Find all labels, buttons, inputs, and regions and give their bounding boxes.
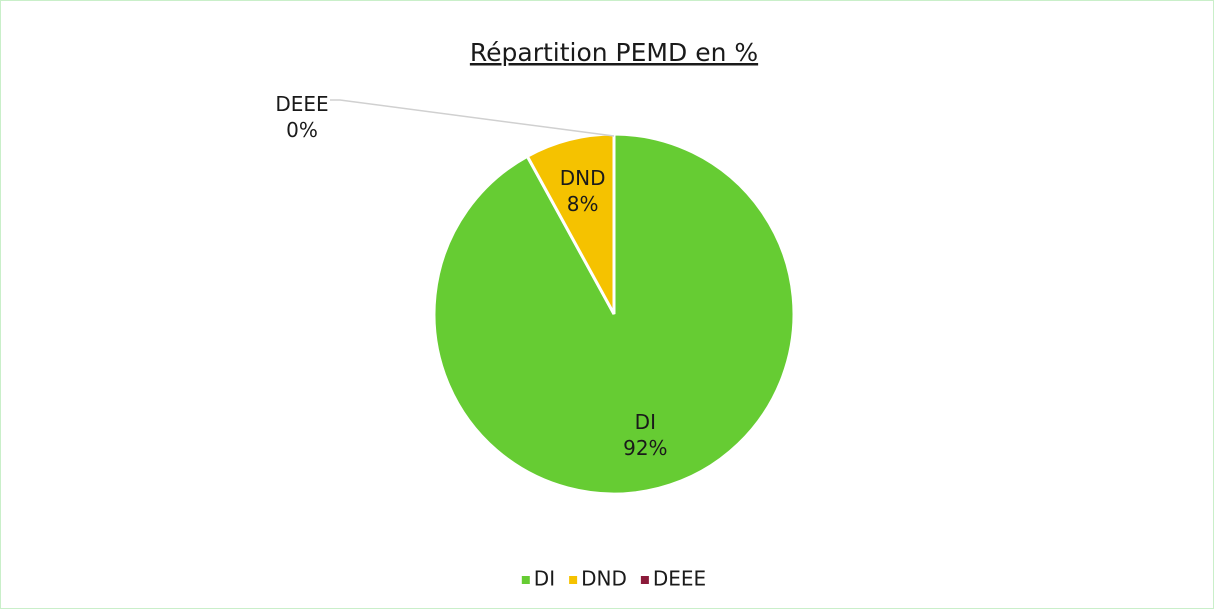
data-label-category: DND [560,165,606,189]
legend-label: DND [581,567,627,591]
data-label-category: DI [635,410,656,434]
legend-label: DEEE [653,567,706,591]
leader-line [330,99,615,137]
legend-swatch [640,576,649,584]
data-label: DI 92% [623,410,667,460]
legend-swatch [569,576,578,584]
pie-slice [525,132,616,315]
data-label-value: 8% [567,191,599,215]
data-label-value: 92% [623,436,667,460]
chart-title: Répartition PEMD en % [470,38,758,67]
legend-swatch [521,576,530,584]
data-label-category: DEEE [275,92,328,116]
legend-label: DI [534,567,555,591]
data-label-value: 0% [286,118,318,142]
data-label: DND 8% [560,165,606,215]
data-label: DEEE 0% [275,92,328,142]
